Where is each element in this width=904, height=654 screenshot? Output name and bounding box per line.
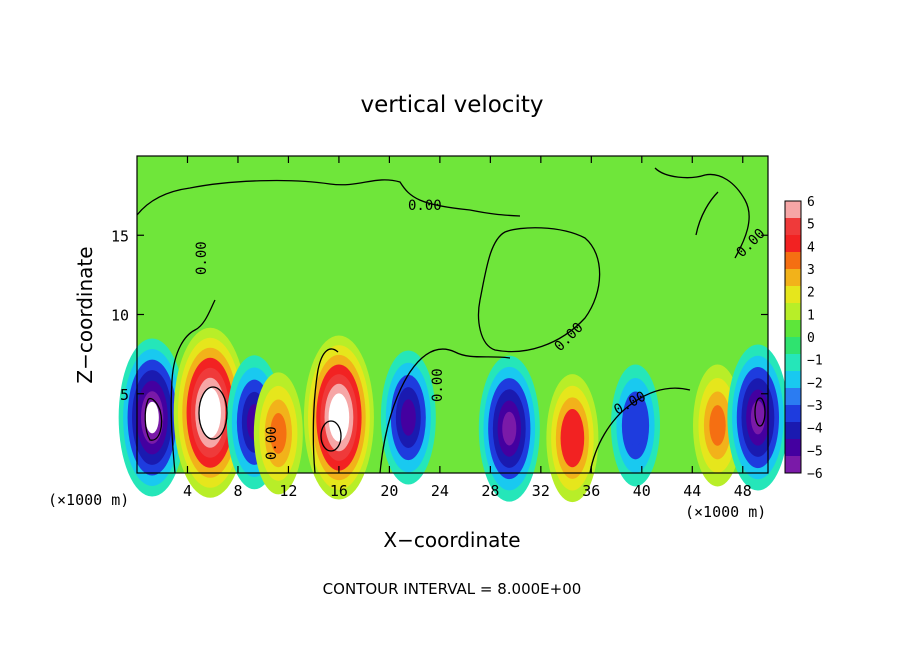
x-tick-label: 32: [532, 482, 550, 500]
x-unit-left: (×1000 m): [48, 491, 129, 509]
colorbar-label: 5: [807, 218, 815, 233]
colorbar-label: 6: [807, 195, 815, 210]
colorbar-label: 0: [807, 331, 815, 346]
velocity-cell: [203, 397, 217, 428]
y-axis: 5 10 15: [111, 227, 768, 404]
colorbar-segment: [785, 405, 801, 423]
y-tick-label: 15: [111, 227, 129, 245]
contour-line: [136, 179, 521, 217]
colorbar-segment: [785, 235, 801, 253]
chart-title: vertical velocity: [361, 92, 544, 118]
contour-line: [198, 386, 228, 440]
colorbar-segment: [785, 422, 801, 440]
y-tick-label: 5: [120, 386, 129, 404]
x-tick-label: 48: [734, 482, 752, 500]
x-tick-label: 40: [633, 482, 651, 500]
colorbar-label: −5: [807, 444, 823, 459]
contour-line: [754, 397, 766, 427]
colorbar-segment: [785, 269, 801, 287]
x-tick-label: 16: [330, 482, 348, 500]
x-tick-label: 24: [431, 482, 449, 500]
velocity-cell: [270, 413, 287, 454]
contour-label: 0.00: [430, 368, 446, 402]
x-axis: 4 8 12 16 20 24 28 32 36 40 44 48: [183, 156, 752, 500]
colorbar-segment: [785, 201, 801, 219]
zero-contours: [136, 167, 766, 474]
contour-line: [320, 420, 342, 452]
plot-area: 0.00 0.00 0.00 0.00 0.00 0.00 0.00: [118, 155, 789, 503]
velocity-cell: [332, 403, 346, 432]
colorbar-segment: [785, 286, 801, 304]
colorbar-segment: [785, 320, 801, 338]
velocity-cell: [400, 399, 416, 436]
contour-interval-note: CONTOUR INTERVAL = 8.000E+00: [323, 580, 582, 598]
contour-line: [379, 348, 511, 474]
x-unit-right: (×1000 m): [685, 503, 766, 521]
velocity-cell: [502, 411, 517, 446]
colorbar-label: −6: [807, 467, 823, 482]
colorbar-segment: [785, 252, 801, 270]
contour-line: [654, 167, 750, 259]
velocity-cell: [709, 405, 726, 446]
colorbar-label: −3: [807, 399, 823, 414]
colorbar-segment: [785, 439, 801, 457]
colorbar-segment: [785, 337, 801, 355]
x-axis-label: X−coordinate: [383, 528, 520, 552]
y-axis-label: Z−coordinate: [73, 246, 97, 383]
contour-label: 0.00: [194, 241, 210, 275]
x-tick-label: 28: [481, 482, 499, 500]
contour-label: 0.00: [264, 426, 280, 460]
colorbar-frame: [784, 200, 802, 474]
y-tick-label: 10: [111, 307, 129, 325]
colorbar-label: 4: [807, 240, 815, 255]
colorbar-segment: [785, 303, 801, 321]
colorbar-label: 1: [807, 308, 815, 323]
colorbar-label: −4: [807, 422, 823, 437]
x-tick-label: 36: [582, 482, 600, 500]
x-tick-label: 4: [183, 482, 192, 500]
contour-line: [312, 348, 339, 474]
colorbar-label: −2: [807, 376, 823, 391]
colorbar-segment: [785, 388, 801, 406]
colorbar-segment: [785, 371, 801, 389]
contour-line: [170, 299, 216, 474]
contour-label: 0.00: [408, 198, 442, 214]
x-tick-label: 12: [279, 482, 297, 500]
colorbar: 6 5 4 3 2 1 0 −1 −2 −3 −4 −5 −6: [784, 195, 823, 482]
velocity-cell: [145, 401, 159, 434]
velocity-cell: [565, 420, 580, 456]
colorbar-segment: [785, 354, 801, 372]
contour-line: [589, 387, 691, 474]
colorbar-label: −1: [807, 354, 823, 369]
contour-line: [144, 397, 163, 441]
x-tick-label: 44: [683, 482, 701, 500]
colorbar-segment: [785, 218, 801, 236]
velocity-cell: [627, 405, 644, 446]
contour-line: [477, 227, 601, 353]
contour-line: [695, 191, 719, 236]
velocity-cell: [750, 400, 765, 435]
x-tick-label: 8: [233, 482, 242, 500]
colorbar-label: 2: [807, 286, 815, 301]
x-tick-label: 20: [380, 482, 398, 500]
colorbar-segment: [785, 456, 801, 474]
colorbar-label: 3: [807, 263, 815, 278]
